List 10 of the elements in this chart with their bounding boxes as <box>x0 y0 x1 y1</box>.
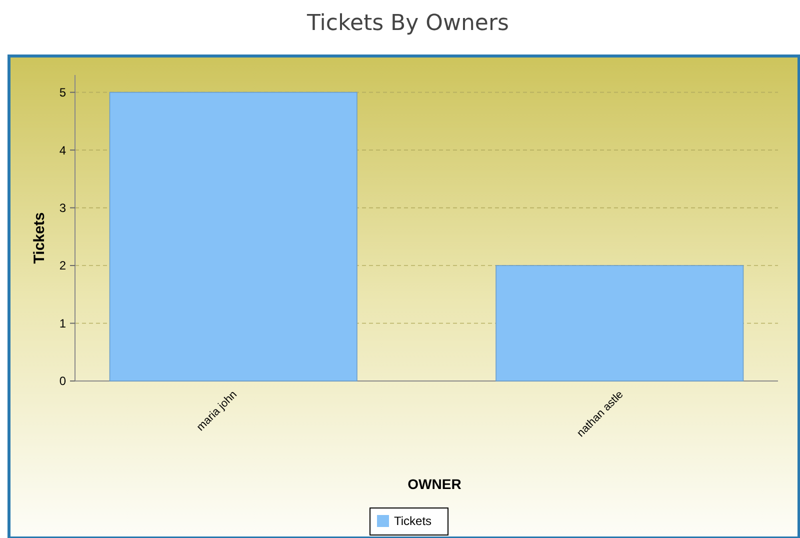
y-tick-label: 3 <box>59 200 66 215</box>
y-axis-title: Tickets <box>31 212 48 264</box>
text: Tickets <box>394 514 432 528</box>
y-tick-label: 0 <box>59 374 66 388</box>
y-tick-label: 1 <box>59 316 66 330</box>
x-axis-title: OWNER <box>408 476 462 492</box>
chart-title: Tickets By Owners <box>306 11 509 36</box>
y-tick-label: 4 <box>59 143 66 158</box>
y-tick-label: 5 <box>59 86 66 100</box>
y-tick-label: 2 <box>59 258 66 273</box>
